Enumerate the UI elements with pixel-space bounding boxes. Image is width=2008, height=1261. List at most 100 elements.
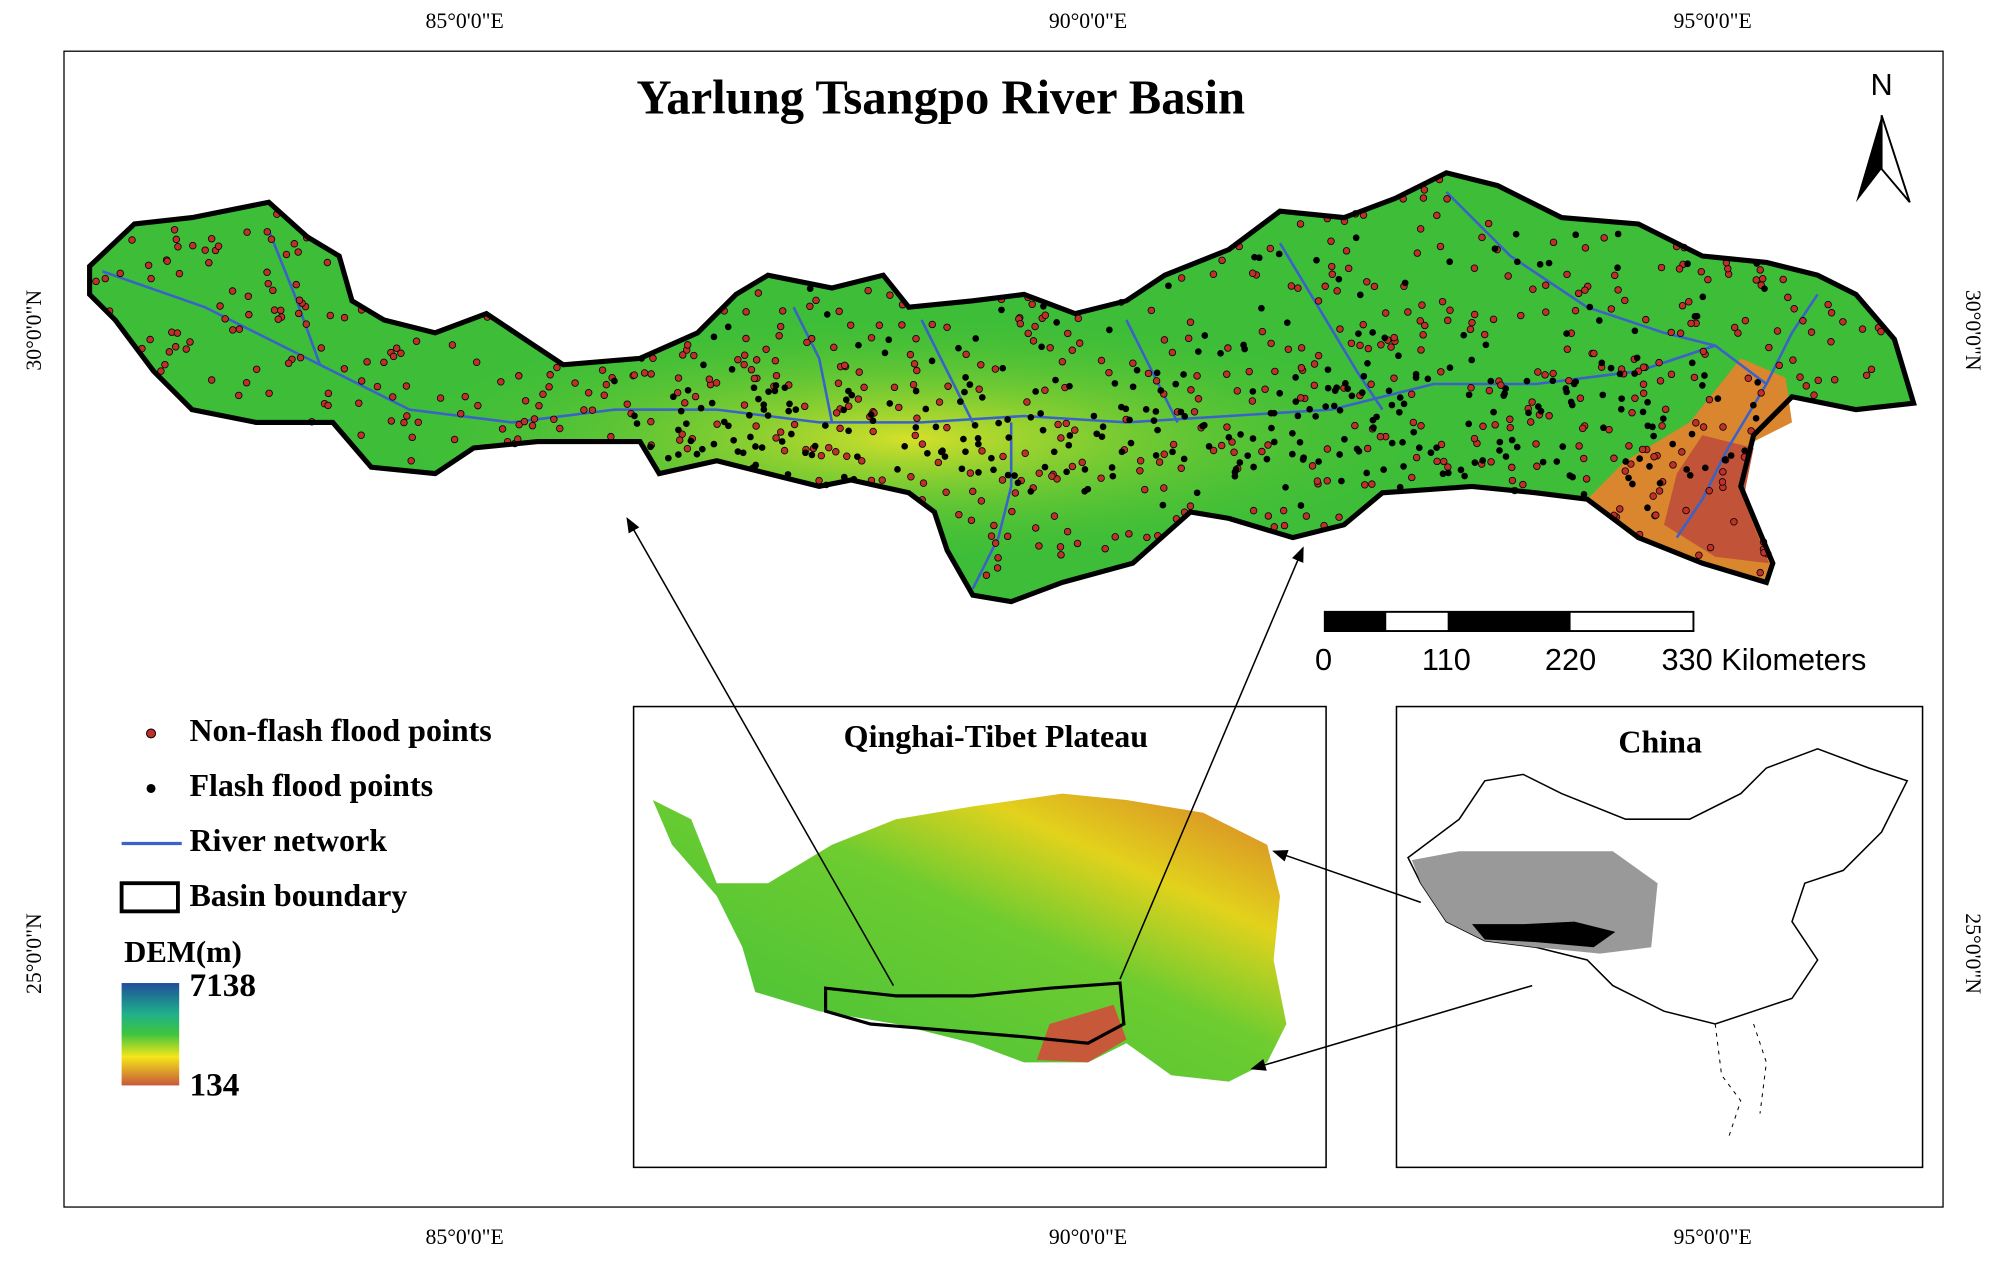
non-flash-flood-point (397, 349, 405, 357)
flash-flood-point (988, 454, 995, 462)
lat-label: 30°0'0"N (22, 290, 46, 371)
flash-flood-point (1004, 416, 1011, 423)
non-flash-flood-point (1421, 321, 1429, 330)
non-flash-flood-point (812, 296, 820, 305)
china-outline (1407, 747, 1909, 1025)
non-flash-flood-point (993, 564, 1002, 572)
flash-flood-point (1446, 258, 1453, 266)
legend-label: Non-flash flood points (189, 712, 491, 748)
flash-flood-point (687, 437, 695, 445)
flash-flood-point (1275, 250, 1283, 258)
non-flash-flood-point (867, 334, 876, 342)
flash-flood-point (778, 438, 786, 445)
non-flash-flood-point (1650, 453, 1658, 461)
flash-flood-point (1622, 458, 1630, 465)
non-flash-flood-point (1248, 269, 1257, 277)
non-flash-flood-point (1264, 441, 1272, 449)
non-flash-flood-point (975, 385, 983, 393)
non-flash-flood-point (580, 406, 588, 414)
non-flash-flood-point (1267, 339, 1275, 348)
non-flash-flood-point (943, 323, 951, 331)
non-flash-flood-point (497, 378, 505, 386)
non-flash-flood-point (472, 358, 481, 366)
flash-flood-point (1312, 412, 1319, 420)
flash-flood-point (1093, 430, 1101, 438)
non-flash-flood-point (1446, 306, 1454, 314)
non-flash-flood-point (207, 376, 216, 384)
flash-flood-point (755, 395, 762, 403)
non-flash-flood-point (1297, 364, 1306, 372)
non-flash-flood-point (1704, 275, 1712, 284)
non-flash-flood-point (1600, 234, 1608, 242)
flash-flood-point (1157, 387, 1165, 394)
non-flash-flood-point (1862, 371, 1871, 379)
flash-flood-point (1195, 348, 1202, 355)
flash-flood-point (842, 396, 850, 404)
non-flash-flood-point (1730, 518, 1738, 526)
non-flash-flood-point (1565, 376, 1573, 385)
non-flash-flood-point (1810, 391, 1818, 399)
flash-flood-point (1165, 282, 1172, 290)
non-flash-flood-point (844, 402, 853, 410)
scale-label: 330 Kilometers (1661, 642, 1866, 677)
map-frame (63, 50, 1944, 1208)
flash-flood-point (1153, 369, 1161, 377)
flash-flood-point (1482, 341, 1490, 349)
flash-flood-point (786, 400, 793, 408)
non-flash-flood-point (734, 355, 742, 364)
non-flash-flood-point (681, 399, 689, 407)
non-flash-flood-point (1266, 244, 1275, 253)
non-flash-flood-point (1639, 380, 1648, 388)
flash-flood-point (1205, 443, 1213, 450)
non-flash-flood-point (762, 345, 770, 353)
flash-flood-point (1607, 364, 1615, 372)
non-flash-flood-point (270, 306, 279, 314)
non-flash-flood-point (1177, 274, 1186, 282)
flash-flood-point (975, 469, 982, 476)
flash-flood-point (1727, 452, 1735, 459)
non-flash-flood-point (1705, 395, 1714, 404)
non-flash-flood-point (1744, 374, 1753, 382)
non-flash-flood-point (403, 412, 411, 420)
flash-flood-point (1282, 483, 1289, 491)
non-flash-flood-point (461, 392, 469, 401)
non-flash-flood-point (1687, 319, 1695, 328)
flash-flood-point (1180, 455, 1188, 463)
non-flash-flood-point (740, 401, 749, 409)
flash-flood-point (1688, 430, 1696, 438)
flash-flood-point (998, 306, 1005, 314)
flash-flood-point (1400, 400, 1408, 408)
flash-flood-point (823, 311, 831, 318)
plateau-inset: Qinghai-Tibet Plateau (632, 705, 1327, 1169)
non-flash-flood-point (1575, 442, 1583, 450)
lon-label: 85°0'0"E (425, 1225, 503, 1249)
non-flash-flood-point (1168, 348, 1177, 357)
non-flash-flood-point (161, 360, 169, 369)
flash-flood-point (764, 412, 772, 419)
flash-flood-point (1388, 401, 1396, 409)
flash-flood-point (1268, 424, 1275, 432)
non-flash-flood-point (1186, 502, 1195, 510)
non-flash-flood-point (1433, 457, 1441, 466)
flash-flood-point (1027, 413, 1035, 421)
non-flash-flood-point (607, 432, 615, 441)
non-flash-flood-point (1639, 389, 1648, 397)
flash-flood-point (881, 349, 889, 357)
flash-flood-point (1336, 451, 1343, 458)
non-flash-flood-point (235, 391, 243, 400)
flash-flood-point (901, 442, 908, 450)
flash-flood-point (1250, 463, 1257, 471)
non-flash-flood-point (1068, 346, 1076, 354)
river (792, 306, 834, 423)
non-flash-flood-point (116, 269, 124, 278)
non-flash-flood-point (912, 334, 920, 343)
flash-flood-point (771, 387, 779, 395)
flash-flood-point (1050, 448, 1058, 456)
non-flash-flood-point (847, 321, 855, 329)
non-flash-flood-point (990, 521, 998, 530)
non-flash-flood-point (1757, 389, 1765, 397)
basin-boundary (87, 170, 1917, 605)
flash-flood-point (1618, 395, 1626, 402)
non-flash-flood-point (157, 367, 165, 375)
flash-flood-point (1684, 260, 1691, 268)
